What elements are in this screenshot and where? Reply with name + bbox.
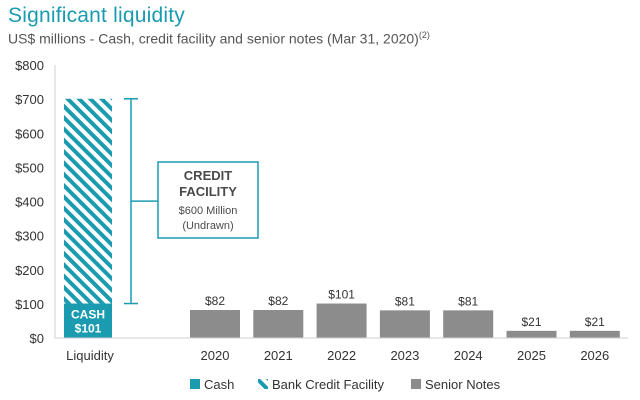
x-tick-label: 2026 — [580, 348, 609, 363]
x-tick-label: 2022 — [327, 348, 356, 363]
cash-bar-label-line1: CASH — [71, 308, 105, 322]
legend: Cash Bank Credit Facility Senior Notes — [190, 377, 501, 392]
y-tick-label: $0 — [30, 331, 44, 346]
y-tick-label: $600 — [15, 126, 44, 141]
y-tick-label: $400 — [15, 195, 44, 210]
cash-bar — [64, 303, 112, 338]
x-tick-label: 2024 — [454, 348, 483, 363]
bar-value-label: $81 — [395, 294, 415, 308]
bars: CASH$101$82 $82 $101 $81 $81$21 $21 — [64, 98, 620, 338]
bar-value-label: $81 — [458, 294, 478, 308]
y-tick-label: $700 — [15, 92, 44, 107]
legend-label-notes: Senior Notes — [425, 377, 501, 392]
y-tick-label: $800 — [15, 58, 44, 73]
senior-notes-bar — [506, 330, 557, 338]
legend-swatch-notes — [411, 379, 421, 389]
x-axis: Liquidity 2020 2021 2022 2023 2024 2025 2026 — [55, 337, 628, 363]
annotation-box — [157, 161, 259, 239]
legend-swatch-credit — [258, 379, 268, 389]
x-tick-label: 2020 — [201, 348, 230, 363]
cash-bar-label-line2: $101 — [75, 322, 102, 336]
chart-subtitle: US$ millions - Cash, credit facility and… — [8, 30, 430, 47]
annotation-line3: $600 Million — [179, 205, 238, 217]
x-tick-label: 2023 — [390, 348, 419, 363]
legend-label-cash: Cash — [204, 377, 234, 392]
y-tick-label: $300 — [15, 229, 44, 244]
senior-notes-bar — [443, 310, 494, 338]
annotation-line1: CREDIT — [184, 168, 232, 183]
subtitle-text: US$ millions - Cash, credit facility and… — [8, 30, 419, 47]
senior-notes-bar — [569, 330, 620, 338]
x-tick-label: Liquidity — [66, 348, 114, 363]
y-tick-label: $500 — [15, 160, 44, 175]
x-tick-label: 2025 — [517, 348, 546, 363]
chart-title: Significant liquidity — [8, 4, 185, 27]
senior-notes-bar — [379, 310, 430, 338]
y-tick-label: $200 — [15, 263, 44, 278]
footnote-mark: (2) — [418, 30, 430, 40]
bar-value-label: $82 — [268, 294, 288, 308]
senior-notes-bar — [253, 310, 304, 338]
x-tick-label: 2021 — [264, 348, 293, 363]
legend-label-credit: Bank Credit Facility — [272, 377, 384, 392]
senior-notes-bar — [316, 303, 367, 338]
bar-value-label: $101 — [328, 288, 355, 302]
credit-facility-bar — [64, 98, 112, 304]
bar-value-label: $82 — [205, 294, 225, 308]
y-tick-label: $100 — [15, 297, 44, 312]
bar-value-label: $21 — [585, 315, 605, 329]
annotation-line2: FACILITY — [179, 184, 237, 199]
senior-notes-bar — [190, 310, 240, 338]
y-axis: $0 $100 $200 $300 $400 $500 $600 $700 $800 — [15, 58, 56, 346]
legend-swatch-cash — [190, 379, 200, 389]
annotation-line4: (Undrawn) — [182, 220, 233, 232]
bar-value-label: $21 — [521, 315, 541, 329]
